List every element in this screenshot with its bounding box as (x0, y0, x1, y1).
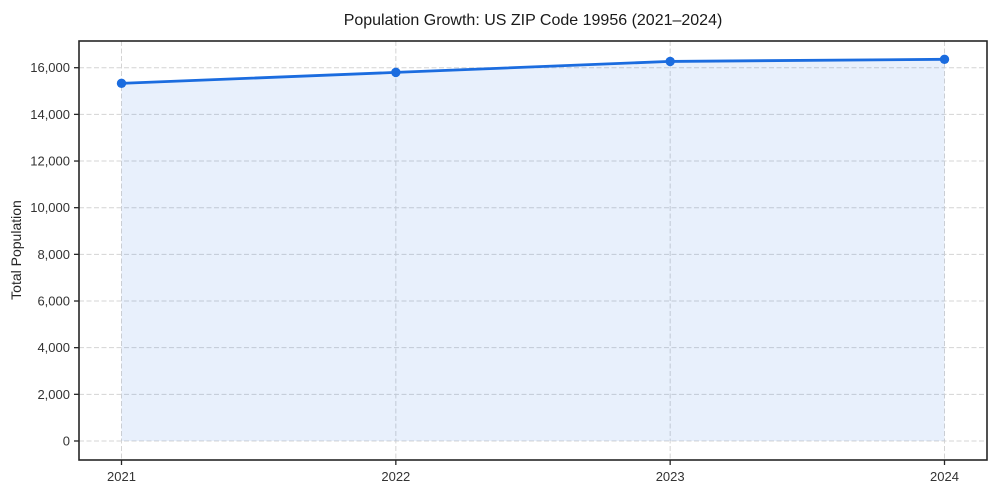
y-tick-label: 2,000 (37, 387, 70, 402)
series-line-layer (120, 57, 946, 85)
y-tick-label: 10,000 (30, 200, 70, 215)
y-tick-label: 6,000 (37, 294, 70, 309)
y-tick-label: 8,000 (37, 247, 70, 262)
data-point (116, 78, 127, 89)
gridlines (79, 41, 987, 460)
x-tick-label: 2024 (930, 469, 959, 484)
chart-title: Population Growth: US ZIP Code 19956 (20… (344, 12, 723, 29)
y-tick-label: 16,000 (30, 60, 70, 75)
axis-ticks-and-labels: 0 2,000 4,000 6,000 8,000 10,000 12,000 14,000 1… (30, 60, 959, 484)
data-point (665, 56, 675, 67)
y-tick-label: 0 (63, 433, 70, 448)
area-fill-layer (121, 59, 945, 441)
x-tick-label: 2022 (381, 469, 410, 484)
plot-border (78, 40, 988, 461)
x-tick-label: 2023 (656, 469, 685, 484)
data-point-layer (116, 54, 950, 89)
series-line (120, 57, 946, 85)
y-tick-label: 12,000 (30, 154, 70, 169)
axes-spines (78, 40, 988, 461)
data-point (391, 67, 401, 78)
x-tick-label: 2021 (107, 469, 136, 484)
area-fill (121, 59, 945, 441)
y-axis-title: Total Population (8, 200, 24, 300)
y-tick-label: 4,000 (37, 340, 70, 355)
data-point (939, 54, 950, 65)
y-tick-label: 14,000 (30, 107, 70, 122)
